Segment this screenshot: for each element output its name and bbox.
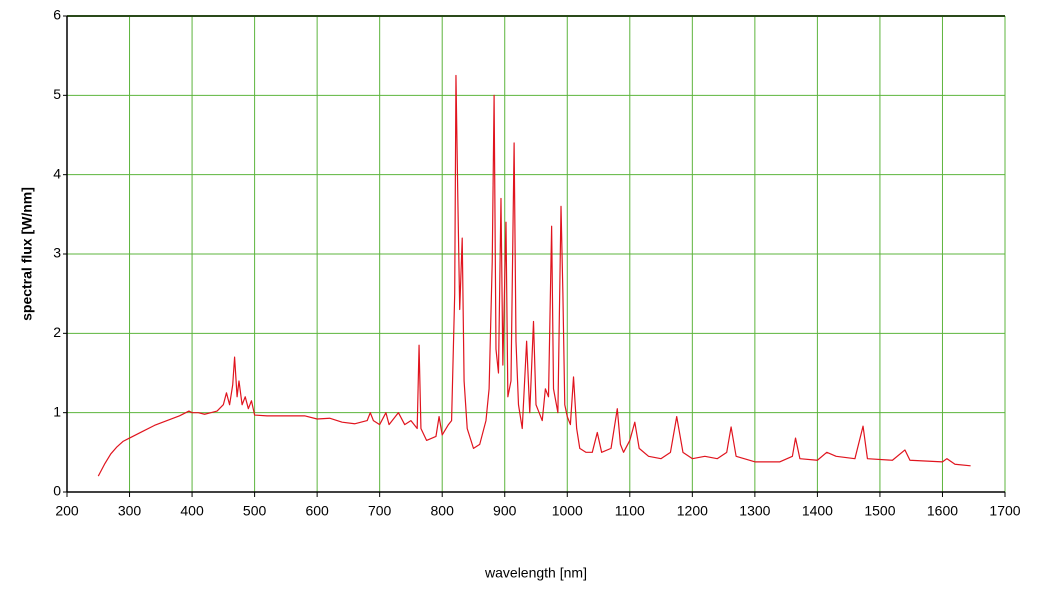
- x-tick-label: 1600: [927, 503, 958, 519]
- x-tick-label: 1100: [615, 503, 645, 519]
- y-tick-label: 2: [53, 324, 61, 340]
- x-tick-label: 1400: [802, 503, 833, 519]
- y-tick-label: 1: [53, 403, 61, 419]
- x-tick-label: 1300: [739, 503, 770, 519]
- y-tick-label: 5: [53, 86, 61, 102]
- x-tick-label: 300: [118, 503, 142, 519]
- x-tick-label: 1500: [864, 503, 895, 519]
- x-tick-label: 800: [431, 503, 455, 519]
- spectrum-line: [97, 74, 971, 477]
- x-tick-label: 700: [368, 503, 392, 519]
- x-tick-label: 1000: [552, 503, 583, 519]
- y-tick-label: 3: [53, 245, 61, 261]
- y-tick-label: 4: [53, 165, 61, 181]
- x-tick-label: 500: [243, 503, 267, 519]
- x-tick-label: 1200: [677, 503, 708, 519]
- x-tick-label: 600: [305, 503, 329, 519]
- y-axis-title: spectral flux [W/nm]: [19, 187, 35, 321]
- x-tick-label: 200: [55, 503, 79, 519]
- x-tick-label: 900: [493, 503, 517, 519]
- x-tick-label: 1700: [989, 503, 1020, 519]
- y-tick-label: 0: [53, 483, 61, 499]
- y-tick-label: 6: [53, 7, 61, 23]
- x-tick-label: 400: [180, 503, 204, 519]
- x-axis-title: wavelength [nm]: [484, 565, 587, 581]
